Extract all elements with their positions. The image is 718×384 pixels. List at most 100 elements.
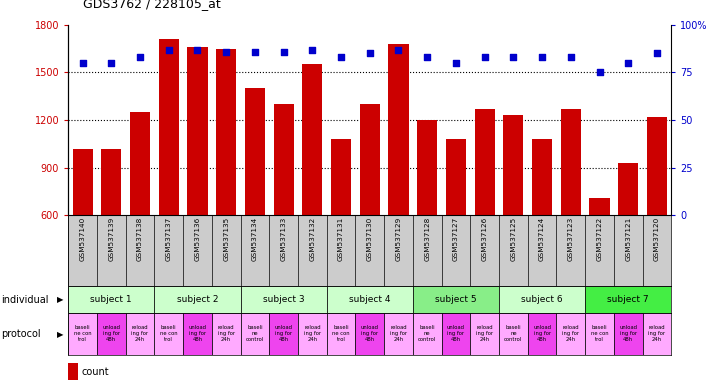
Text: reload
ing for
24h: reload ing for 24h xyxy=(476,325,493,341)
Text: subject 4: subject 4 xyxy=(349,295,391,304)
Text: count: count xyxy=(81,367,108,377)
Text: unload
ing for
48h: unload ing for 48h xyxy=(102,325,121,341)
Bar xyxy=(130,112,150,215)
Text: GSM537120: GSM537120 xyxy=(654,217,660,262)
Bar xyxy=(614,313,643,355)
Point xyxy=(565,54,577,60)
Bar xyxy=(274,104,294,215)
Text: GSM537125: GSM537125 xyxy=(510,217,516,262)
Point xyxy=(163,46,174,53)
Text: GSM537140: GSM537140 xyxy=(80,217,85,262)
Bar xyxy=(647,117,667,215)
Text: subject 3: subject 3 xyxy=(263,295,304,304)
Bar xyxy=(528,313,556,355)
Point xyxy=(651,50,663,56)
Bar xyxy=(183,313,212,355)
Bar xyxy=(417,120,437,215)
Text: reload
ing for
24h: reload ing for 24h xyxy=(131,325,149,341)
Text: reload
ing for
24h: reload ing for 24h xyxy=(390,325,407,341)
Point xyxy=(508,54,519,60)
Text: reload
ing for
24h: reload ing for 24h xyxy=(648,325,666,341)
Bar xyxy=(360,104,380,215)
Point xyxy=(335,54,347,60)
Bar xyxy=(585,286,671,313)
Point xyxy=(192,46,203,53)
Text: GSM537124: GSM537124 xyxy=(539,217,545,262)
Bar xyxy=(212,313,241,355)
Text: subject 1: subject 1 xyxy=(90,295,132,304)
Text: baseli
ne con
trol: baseli ne con trol xyxy=(591,325,608,341)
Bar xyxy=(643,313,671,355)
Bar xyxy=(68,286,154,313)
Text: GSM537138: GSM537138 xyxy=(137,217,143,262)
Bar xyxy=(241,286,327,313)
Point xyxy=(594,70,605,76)
Text: GSM537134: GSM537134 xyxy=(252,217,258,262)
Text: baseli
ne
control: baseli ne control xyxy=(246,325,264,341)
Point xyxy=(479,54,490,60)
Text: GSM537126: GSM537126 xyxy=(482,217,488,262)
Text: GSM537132: GSM537132 xyxy=(309,217,315,262)
Text: GSM537127: GSM537127 xyxy=(453,217,459,262)
Text: GSM537129: GSM537129 xyxy=(396,217,401,262)
Text: reload
ing for
24h: reload ing for 24h xyxy=(218,325,235,341)
Point xyxy=(307,46,318,53)
Text: GSM537121: GSM537121 xyxy=(625,217,631,262)
Point xyxy=(278,48,289,55)
Point xyxy=(249,48,261,55)
Bar xyxy=(532,139,552,215)
Text: baseli
ne con
trol: baseli ne con trol xyxy=(332,325,350,341)
Bar xyxy=(327,313,355,355)
Text: unload
ing for
48h: unload ing for 48h xyxy=(447,325,465,341)
Text: ▶: ▶ xyxy=(57,295,64,304)
Text: unload
ing for
48h: unload ing for 48h xyxy=(360,325,379,341)
Bar xyxy=(331,139,351,215)
Bar xyxy=(413,313,442,355)
Bar xyxy=(298,313,327,355)
Text: unload
ing for
48h: unload ing for 48h xyxy=(188,325,207,341)
Bar xyxy=(302,64,322,215)
Text: unload
ing for
48h: unload ing for 48h xyxy=(533,325,551,341)
Bar xyxy=(503,115,523,215)
Bar xyxy=(556,313,585,355)
Bar xyxy=(589,198,610,215)
Text: GSM537123: GSM537123 xyxy=(568,217,574,262)
Bar xyxy=(73,149,93,215)
Text: baseli
ne con
trol: baseli ne con trol xyxy=(160,325,177,341)
Bar xyxy=(187,47,208,215)
Point xyxy=(536,54,548,60)
Bar xyxy=(499,286,585,313)
Bar xyxy=(388,44,409,215)
Bar xyxy=(470,313,499,355)
Bar xyxy=(126,313,154,355)
Text: subject 6: subject 6 xyxy=(521,295,563,304)
Bar xyxy=(442,313,470,355)
Bar xyxy=(154,286,241,313)
Point xyxy=(364,50,376,56)
Text: GSM537131: GSM537131 xyxy=(338,217,344,262)
Text: baseli
ne
control: baseli ne control xyxy=(504,325,523,341)
Bar xyxy=(413,286,499,313)
Point xyxy=(77,60,88,66)
Bar xyxy=(618,163,638,215)
Text: GSM537128: GSM537128 xyxy=(424,217,430,262)
Bar xyxy=(384,313,413,355)
Text: GSM537136: GSM537136 xyxy=(195,217,200,262)
Text: GSM537130: GSM537130 xyxy=(367,217,373,262)
Bar xyxy=(154,313,183,355)
Bar xyxy=(159,39,179,215)
Point xyxy=(623,60,634,66)
Text: GDS3762 / 228105_at: GDS3762 / 228105_at xyxy=(83,0,220,10)
Text: GSM537135: GSM537135 xyxy=(223,217,229,262)
Text: subject 5: subject 5 xyxy=(435,295,477,304)
Bar xyxy=(269,313,298,355)
Text: protocol: protocol xyxy=(1,329,40,339)
Bar xyxy=(241,313,269,355)
Bar xyxy=(101,149,121,215)
Bar xyxy=(561,109,581,215)
Bar xyxy=(97,313,126,355)
Bar xyxy=(499,313,528,355)
Bar xyxy=(446,139,466,215)
Text: ▶: ▶ xyxy=(57,329,64,339)
Bar xyxy=(585,313,614,355)
